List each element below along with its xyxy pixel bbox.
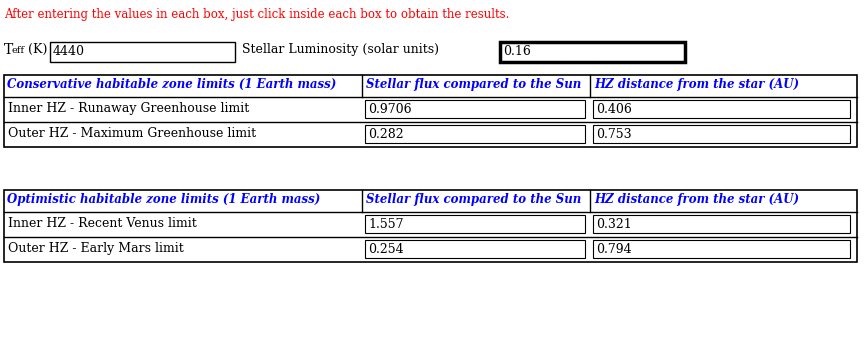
Text: 0.753: 0.753 [596, 128, 632, 141]
Bar [365, 215, 585, 233]
Text: Stellar flux compared to the Sun: Stellar flux compared to the Sun [366, 78, 582, 91]
Text: 0.16: 0.16 [503, 45, 531, 58]
Text: (K): (K) [24, 43, 48, 56]
Bar [4, 190, 857, 262]
Text: 4440: 4440 [53, 45, 85, 58]
Text: 0.406: 0.406 [596, 103, 632, 116]
Text: Stellar Luminosity (solar units): Stellar Luminosity (solar units) [242, 43, 439, 56]
Bar [365, 240, 585, 258]
Text: 0.254: 0.254 [368, 243, 404, 256]
Text: eff: eff [12, 46, 25, 55]
Bar [500, 42, 685, 62]
Bar [593, 240, 850, 258]
Text: HZ distance from the star (AU): HZ distance from the star (AU) [594, 78, 799, 91]
Text: Inner HZ - Recent Venus limit: Inner HZ - Recent Venus limit [8, 217, 197, 230]
Bar [365, 125, 585, 143]
Text: T: T [4, 43, 13, 57]
Text: 0.282: 0.282 [368, 128, 404, 141]
Bar [4, 75, 857, 147]
Text: HZ distance from the star (AU): HZ distance from the star (AU) [594, 193, 799, 206]
Text: Conservative habitable zone limits (1 Earth mass): Conservative habitable zone limits (1 Ea… [7, 78, 336, 91]
Text: Outer HZ - Early Mars limit: Outer HZ - Early Mars limit [8, 242, 184, 255]
Text: Outer HZ - Maximum Greenhouse limit: Outer HZ - Maximum Greenhouse limit [8, 127, 256, 140]
Bar [593, 215, 850, 233]
Text: Stellar flux compared to the Sun: Stellar flux compared to the Sun [366, 193, 582, 206]
Bar [50, 42, 235, 62]
Text: 0.321: 0.321 [596, 218, 632, 231]
Bar [593, 125, 850, 143]
Text: 1.557: 1.557 [368, 218, 404, 231]
Text: 0.794: 0.794 [596, 243, 632, 256]
Bar [365, 100, 585, 118]
Text: After entering the values in each box, just click inside each box to obtain the : After entering the values in each box, j… [4, 8, 510, 21]
Text: 0.9706: 0.9706 [368, 103, 411, 116]
Text: Optimistic habitable zone limits (1 Earth mass): Optimistic habitable zone limits (1 Eart… [7, 193, 320, 206]
Text: Inner HZ - Runaway Greenhouse limit: Inner HZ - Runaway Greenhouse limit [8, 102, 249, 115]
Bar [593, 100, 850, 118]
